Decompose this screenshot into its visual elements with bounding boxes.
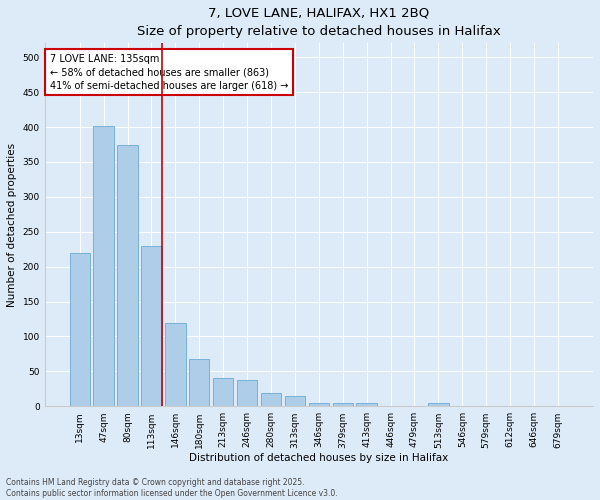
Bar: [428, 403, 449, 406]
Bar: [141, 246, 161, 406]
Bar: [237, 380, 257, 406]
Y-axis label: Number of detached properties: Number of detached properties: [7, 142, 17, 307]
Bar: [189, 359, 209, 406]
Title: 7, LOVE LANE, HALIFAX, HX1 2BQ
Size of property relative to detached houses in H: 7, LOVE LANE, HALIFAX, HX1 2BQ Size of p…: [137, 7, 501, 38]
Bar: [285, 396, 305, 406]
Bar: [356, 403, 377, 406]
Text: 7 LOVE LANE: 135sqm
← 58% of detached houses are smaller (863)
41% of semi-detac: 7 LOVE LANE: 135sqm ← 58% of detached ho…: [50, 54, 289, 90]
Bar: [332, 403, 353, 406]
Text: Contains HM Land Registry data © Crown copyright and database right 2025.
Contai: Contains HM Land Registry data © Crown c…: [6, 478, 338, 498]
Bar: [118, 145, 137, 406]
Bar: [165, 323, 185, 406]
Bar: [70, 254, 90, 406]
Bar: [261, 393, 281, 406]
Bar: [308, 403, 329, 406]
Bar: [213, 378, 233, 406]
Bar: [94, 126, 114, 406]
X-axis label: Distribution of detached houses by size in Halifax: Distribution of detached houses by size …: [189, 453, 448, 463]
